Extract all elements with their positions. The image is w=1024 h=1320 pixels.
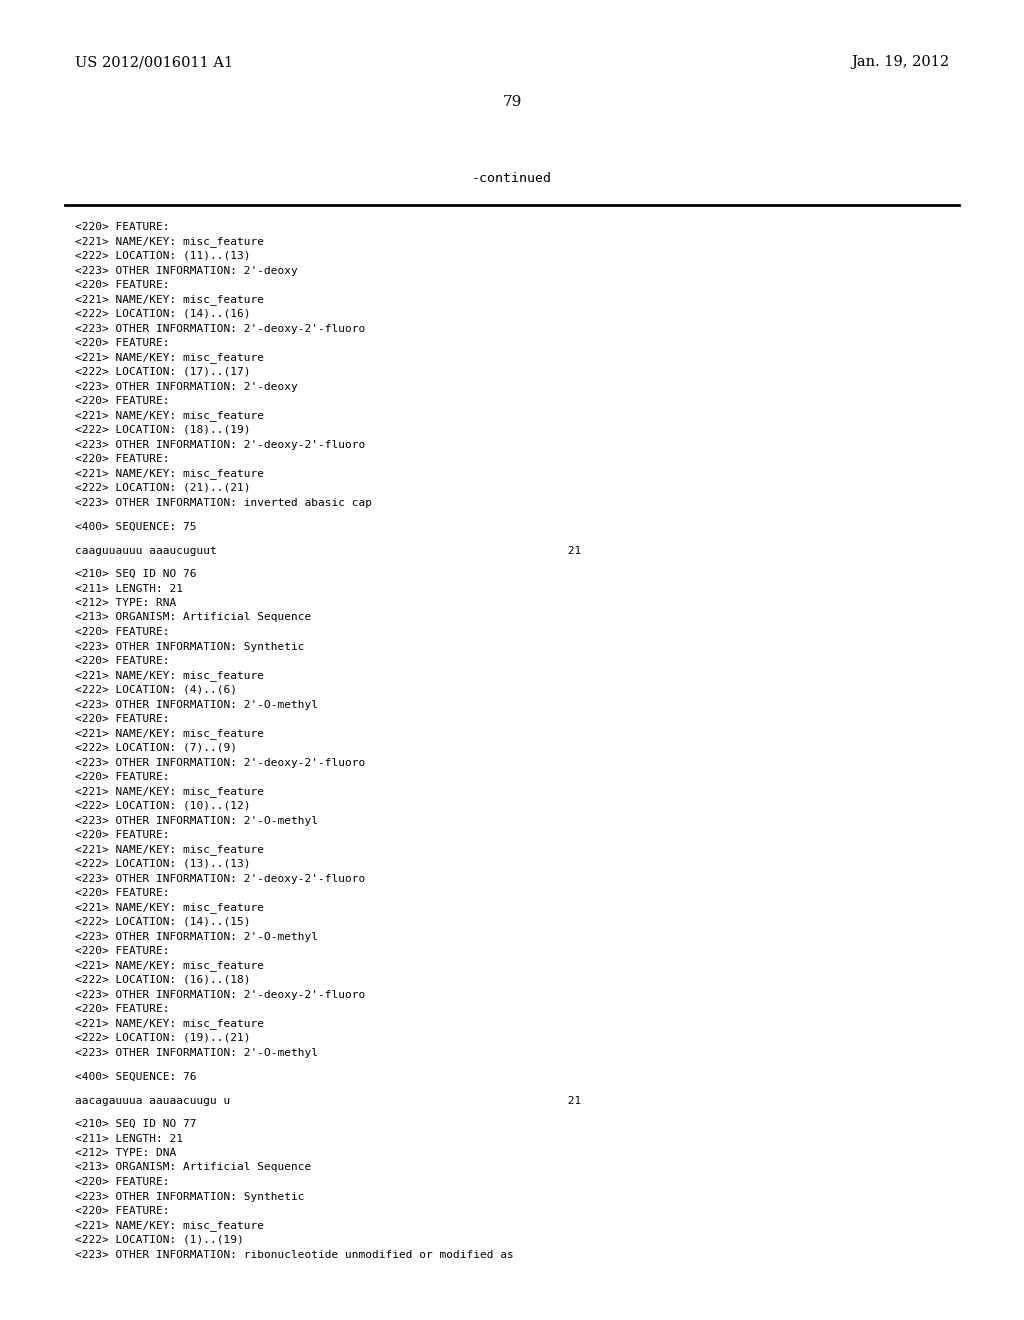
Text: <220> FEATURE:: <220> FEATURE: <box>75 396 170 407</box>
Text: <220> FEATURE:: <220> FEATURE: <box>75 627 170 638</box>
Text: <213> ORGANISM: Artificial Sequence: <213> ORGANISM: Artificial Sequence <box>75 612 311 623</box>
Text: <223> OTHER INFORMATION: ribonucleotide unmodified or modified as: <223> OTHER INFORMATION: ribonucleotide … <box>75 1250 514 1259</box>
Text: <220> FEATURE:: <220> FEATURE: <box>75 1005 170 1014</box>
Text: <220> FEATURE:: <220> FEATURE: <box>75 830 170 840</box>
Text: <221> NAME/KEY: misc_feature: <221> NAME/KEY: misc_feature <box>75 411 264 421</box>
Text: <223> OTHER INFORMATION: 2'-deoxy-2'-fluoro: <223> OTHER INFORMATION: 2'-deoxy-2'-flu… <box>75 440 366 450</box>
Text: <222> LOCATION: (17)..(17): <222> LOCATION: (17)..(17) <box>75 367 251 378</box>
Text: <222> LOCATION: (14)..(16): <222> LOCATION: (14)..(16) <box>75 309 251 319</box>
Text: <220> FEATURE:: <220> FEATURE: <box>75 656 170 667</box>
Text: <211> LENGTH: 21: <211> LENGTH: 21 <box>75 1134 183 1143</box>
Text: <212> TYPE: RNA: <212> TYPE: RNA <box>75 598 176 609</box>
Text: <221> NAME/KEY: misc_feature: <221> NAME/KEY: misc_feature <box>75 671 264 681</box>
Text: US 2012/0016011 A1: US 2012/0016011 A1 <box>75 55 233 69</box>
Text: <400> SEQUENCE: 75: <400> SEQUENCE: 75 <box>75 521 197 532</box>
Text: 79: 79 <box>503 95 521 110</box>
Text: <213> ORGANISM: Artificial Sequence: <213> ORGANISM: Artificial Sequence <box>75 1163 311 1172</box>
Text: <221> NAME/KEY: misc_feature: <221> NAME/KEY: misc_feature <box>75 294 264 305</box>
Text: -continued: -continued <box>472 172 552 185</box>
Text: <220> FEATURE:: <220> FEATURE: <box>75 772 170 781</box>
Text: <222> LOCATION: (16)..(18): <222> LOCATION: (16)..(18) <box>75 975 251 985</box>
Text: <221> NAME/KEY: misc_feature: <221> NAME/KEY: misc_feature <box>75 469 264 479</box>
Text: <221> NAME/KEY: misc_feature: <221> NAME/KEY: misc_feature <box>75 787 264 797</box>
Text: <222> LOCATION: (10)..(12): <222> LOCATION: (10)..(12) <box>75 801 251 810</box>
Text: <222> LOCATION: (13)..(13): <222> LOCATION: (13)..(13) <box>75 859 251 869</box>
Text: <220> FEATURE:: <220> FEATURE: <box>75 454 170 465</box>
Text: Jan. 19, 2012: Jan. 19, 2012 <box>851 55 949 69</box>
Text: <223> OTHER INFORMATION: Synthetic: <223> OTHER INFORMATION: Synthetic <box>75 642 304 652</box>
Text: <222> LOCATION: (21)..(21): <222> LOCATION: (21)..(21) <box>75 483 251 492</box>
Text: caaguuauuu aaaucuguut                                                    21: caaguuauuu aaaucuguut 21 <box>75 546 582 557</box>
Text: <223> OTHER INFORMATION: 2'-deoxy-2'-fluoro: <223> OTHER INFORMATION: 2'-deoxy-2'-flu… <box>75 323 366 334</box>
Text: <400> SEQUENCE: 76: <400> SEQUENCE: 76 <box>75 1072 197 1082</box>
Text: <220> FEATURE:: <220> FEATURE: <box>75 888 170 898</box>
Text: <222> LOCATION: (18)..(19): <222> LOCATION: (18)..(19) <box>75 425 251 436</box>
Text: <212> TYPE: DNA: <212> TYPE: DNA <box>75 1148 176 1158</box>
Text: <223> OTHER INFORMATION: 2'-O-methyl: <223> OTHER INFORMATION: 2'-O-methyl <box>75 700 318 710</box>
Text: <223> OTHER INFORMATION: inverted abasic cap: <223> OTHER INFORMATION: inverted abasic… <box>75 498 372 507</box>
Text: <221> NAME/KEY: misc_feature: <221> NAME/KEY: misc_feature <box>75 1019 264 1030</box>
Text: aacagauuua aauaacuugu u                                                  21: aacagauuua aauaacuugu u 21 <box>75 1097 582 1106</box>
Text: <220> FEATURE:: <220> FEATURE: <box>75 222 170 232</box>
Text: <221> NAME/KEY: misc_feature: <221> NAME/KEY: misc_feature <box>75 352 264 363</box>
Text: <221> NAME/KEY: misc_feature: <221> NAME/KEY: misc_feature <box>75 729 264 739</box>
Text: <223> OTHER INFORMATION: 2'-deoxy-2'-fluoro: <223> OTHER INFORMATION: 2'-deoxy-2'-flu… <box>75 990 366 999</box>
Text: <211> LENGTH: 21: <211> LENGTH: 21 <box>75 583 183 594</box>
Text: <223> OTHER INFORMATION: 2'-O-methyl: <223> OTHER INFORMATION: 2'-O-methyl <box>75 1048 318 1057</box>
Text: <222> LOCATION: (7)..(9): <222> LOCATION: (7)..(9) <box>75 743 237 752</box>
Text: <223> OTHER INFORMATION: 2'-deoxy-2'-fluoro: <223> OTHER INFORMATION: 2'-deoxy-2'-flu… <box>75 874 366 883</box>
Text: <222> LOCATION: (14)..(15): <222> LOCATION: (14)..(15) <box>75 917 251 927</box>
Text: <223> OTHER INFORMATION: 2'-deoxy-2'-fluoro: <223> OTHER INFORMATION: 2'-deoxy-2'-flu… <box>75 758 366 767</box>
Text: <210> SEQ ID NO 76: <210> SEQ ID NO 76 <box>75 569 197 579</box>
Text: <220> FEATURE:: <220> FEATURE: <box>75 1206 170 1216</box>
Text: <223> OTHER INFORMATION: 2'-O-methyl: <223> OTHER INFORMATION: 2'-O-methyl <box>75 816 318 825</box>
Text: <222> LOCATION: (11)..(13): <222> LOCATION: (11)..(13) <box>75 251 251 261</box>
Text: <223> OTHER INFORMATION: 2'-deoxy: <223> OTHER INFORMATION: 2'-deoxy <box>75 381 298 392</box>
Text: <220> FEATURE:: <220> FEATURE: <box>75 338 170 348</box>
Text: <210> SEQ ID NO 77: <210> SEQ ID NO 77 <box>75 1119 197 1129</box>
Text: <221> NAME/KEY: misc_feature: <221> NAME/KEY: misc_feature <box>75 236 264 247</box>
Text: <220> FEATURE:: <220> FEATURE: <box>75 280 170 290</box>
Text: <223> OTHER INFORMATION: Synthetic: <223> OTHER INFORMATION: Synthetic <box>75 1192 304 1201</box>
Text: <223> OTHER INFORMATION: 2'-deoxy: <223> OTHER INFORMATION: 2'-deoxy <box>75 265 298 276</box>
Text: <222> LOCATION: (19)..(21): <222> LOCATION: (19)..(21) <box>75 1034 251 1043</box>
Text: <222> LOCATION: (4)..(6): <222> LOCATION: (4)..(6) <box>75 685 237 696</box>
Text: <222> LOCATION: (1)..(19): <222> LOCATION: (1)..(19) <box>75 1236 244 1245</box>
Text: <220> FEATURE:: <220> FEATURE: <box>75 1177 170 1187</box>
Text: <221> NAME/KEY: misc_feature: <221> NAME/KEY: misc_feature <box>75 961 264 972</box>
Text: <221> NAME/KEY: misc_feature: <221> NAME/KEY: misc_feature <box>75 903 264 913</box>
Text: <220> FEATURE:: <220> FEATURE: <box>75 714 170 723</box>
Text: <223> OTHER INFORMATION: 2'-O-methyl: <223> OTHER INFORMATION: 2'-O-methyl <box>75 932 318 941</box>
Text: <220> FEATURE:: <220> FEATURE: <box>75 946 170 956</box>
Text: <221> NAME/KEY: misc_feature: <221> NAME/KEY: misc_feature <box>75 1221 264 1232</box>
Text: <221> NAME/KEY: misc_feature: <221> NAME/KEY: misc_feature <box>75 845 264 855</box>
